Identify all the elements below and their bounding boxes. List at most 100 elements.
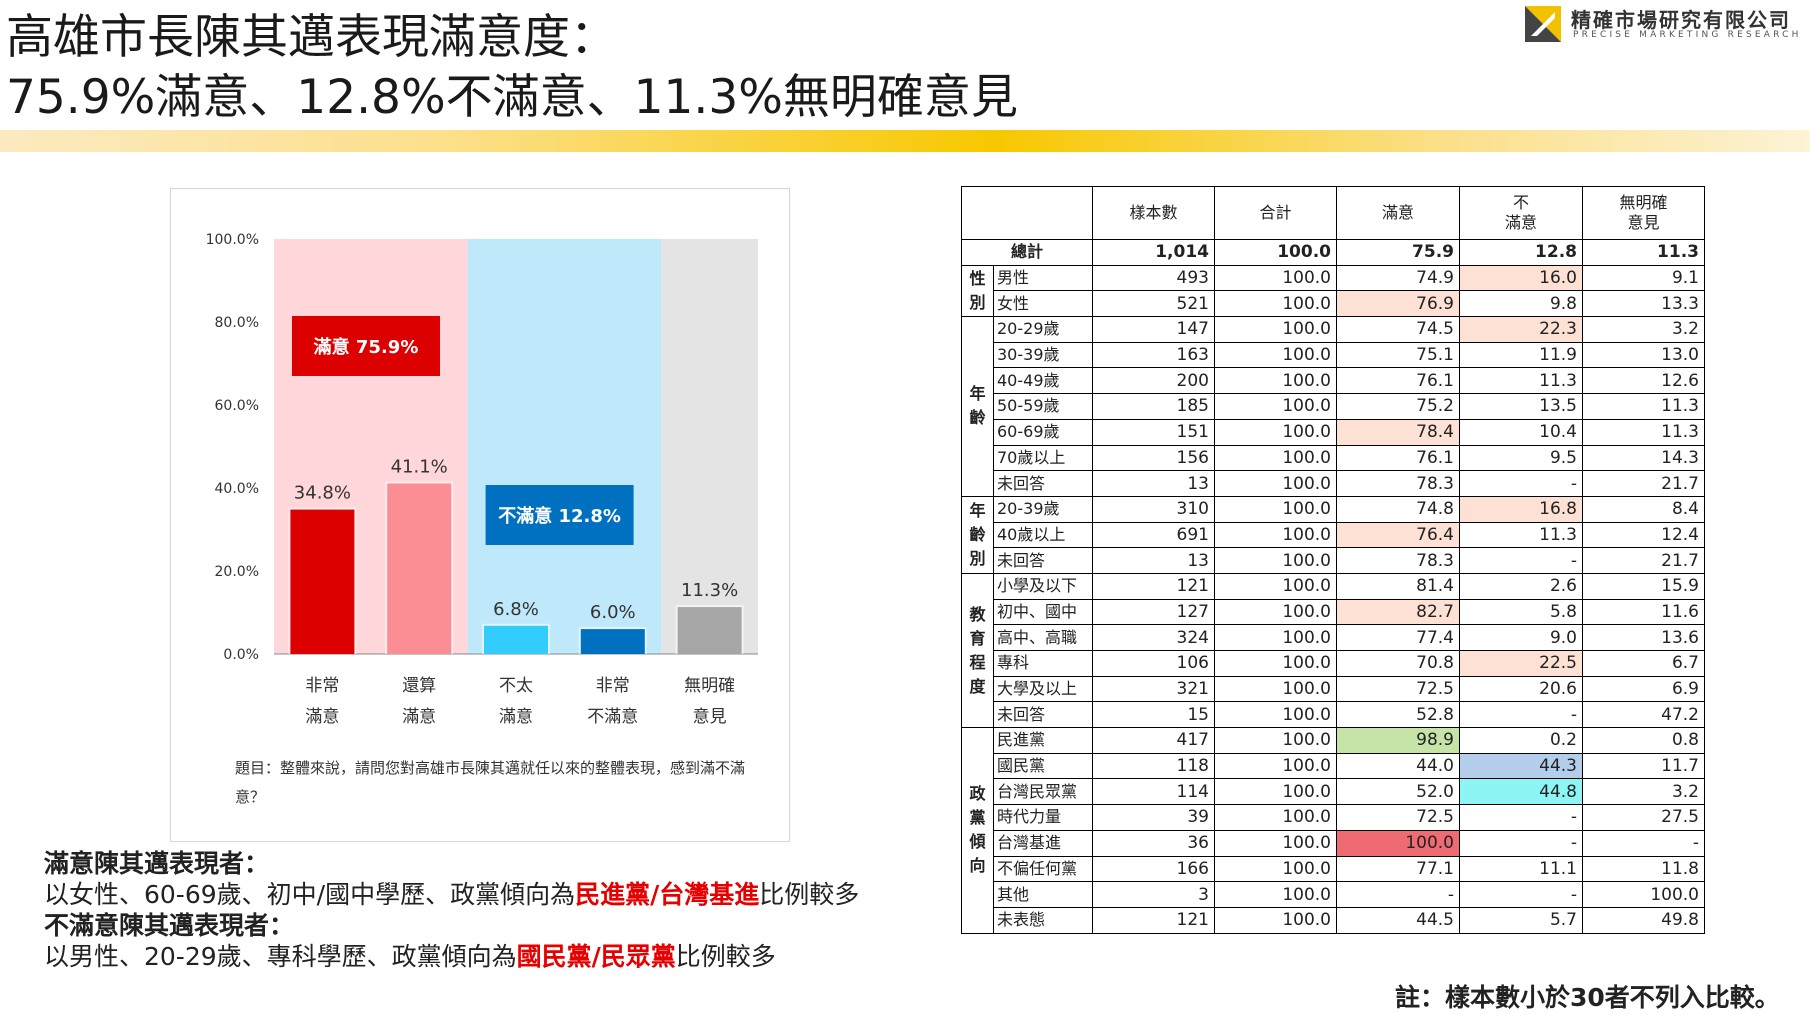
table-cell: 156 <box>1092 444 1215 472</box>
row-label: 未回答 <box>993 547 1093 574</box>
row-label: 民進黨 <box>993 727 1093 754</box>
x-tick-label: 滿意 <box>305 707 339 727</box>
table-cell: 118 <box>1092 752 1215 780</box>
row-label: 女性 <box>993 290 1093 318</box>
table-cell: 100.0 <box>1214 264 1337 292</box>
table-cell: 2.6 <box>1459 572 1583 600</box>
table-cell: 74.5 <box>1336 316 1460 343</box>
row-label: 未表態 <box>993 906 1093 934</box>
table-cell: 44.0 <box>1336 752 1460 780</box>
table-row: 教育程度小學及以下 121 100.0 81.4 2.6 15.9 <box>961 572 1705 729</box>
row-label: 專科 <box>993 650 1093 677</box>
row-label: 40歲以上 <box>993 521 1093 549</box>
table-cell: 11.3 <box>1459 521 1583 549</box>
table-cell: 13.5 <box>1459 393 1583 420</box>
table-cell: 11.7 <box>1582 752 1705 780</box>
table-cell: 98.9 <box>1336 727 1460 754</box>
table-cell: 9.8 <box>1459 290 1583 318</box>
table-cell: 521 <box>1092 290 1215 318</box>
table-cell: 75.9 <box>1336 239 1460 266</box>
table-cell: 100.0 <box>1214 624 1337 651</box>
group-label: 教育程度 <box>961 572 994 729</box>
survey-question: 題目：整體來說，請問您對高雄市長陳其邁就任以來的整體表現，感到滿不滿意？ <box>235 759 746 806</box>
table-header-row: 樣本數 合計 滿意 不滿意 無明確 意見 <box>961 186 1705 240</box>
table-cell: 22.3 <box>1459 316 1583 343</box>
table-row: 女性 521 100.0 76.9 9.8 13.3 <box>962 290 1705 318</box>
table-header-cell: 滿意 <box>1336 186 1460 240</box>
table-cell: 100.0 <box>1214 495 1337 523</box>
table-cell: 100.0 <box>1214 393 1337 420</box>
table-cell: 100.0 <box>1214 752 1337 780</box>
table-cell: 3.2 <box>1582 778 1705 806</box>
table-row: 時代力量 39 100.0 72.5-27.5 <box>962 804 1705 831</box>
table-cell: 127 <box>1092 598 1215 626</box>
table-row: 專科 106 100.0 70.8 22.5 6.7 <box>962 650 1705 677</box>
row-label: 台灣民眾黨 <box>993 778 1093 806</box>
table-row: 50-59歲 185 100.0 75.2 13.5 11.3 <box>962 393 1705 420</box>
data-label: 6.0% <box>590 602 636 623</box>
title-line-2: 75.9%滿意、12.8%不滿意、11.3%無明確意見 <box>6 70 1018 125</box>
dissatisfied-detail: 以男性、20-29歲、專科學歷、政黨傾向為國民黨/民眾黨比例較多 <box>44 941 859 972</box>
data-label: 6.8% <box>493 599 539 620</box>
table-row: 台灣民眾黨 114 100.0 52.0 44.8 3.2 <box>962 778 1705 806</box>
group-label-text: 滿意 75.9% <box>314 336 419 358</box>
bar-chart-panel: 0.0% 20.0% 40.0% 60.0% 80.0% 100.0% 34.8% 非常 滿意 4… <box>170 188 790 842</box>
table-cell: 78.3 <box>1336 547 1460 574</box>
table-cell: 6.7 <box>1582 650 1705 677</box>
table-cell: 75.1 <box>1336 341 1460 369</box>
row-label: 小學及以下 <box>993 572 1093 600</box>
table-cell: 77.1 <box>1336 855 1460 883</box>
table-cell: 100.0 <box>1214 881 1337 908</box>
data-label: 41.1% <box>391 456 448 477</box>
table-cell: 12.8 <box>1459 239 1583 266</box>
table-cell: 78.4 <box>1336 418 1460 446</box>
table-cell: 15.9 <box>1582 572 1705 600</box>
table-header-cell: 不滿意 <box>1459 186 1583 240</box>
table-cell: 691 <box>1092 521 1215 549</box>
table-cell: 39 <box>1092 804 1215 831</box>
bar <box>677 607 742 654</box>
table-cell: 100.0 <box>1336 829 1460 857</box>
table-cell: 100.0 <box>1214 804 1337 831</box>
table-cell: 13.0 <box>1582 341 1705 369</box>
x-tick-label: 無明確 <box>684 676 735 696</box>
table-cell: 21.7 <box>1582 547 1705 574</box>
row-label: 初中、國中 <box>993 598 1093 626</box>
row-label: 70歲以上 <box>993 444 1093 472</box>
table-cell: 0.8 <box>1582 727 1705 754</box>
satisfied-heading: 滿意陳其邁表現者： <box>44 849 270 878</box>
table-row: 其他 3 100.0- -100.0 <box>962 881 1705 908</box>
row-label: 台灣基進 <box>993 829 1093 857</box>
table-cell: 76.9 <box>1336 290 1460 318</box>
table-row: 30-39歲 163 100.0 75.1 11.9 13.0 <box>962 341 1705 369</box>
row-label: 20-39歲 <box>993 495 1093 523</box>
table-cell: 77.4 <box>1336 624 1460 651</box>
group-label: 政黨傾向 <box>961 727 994 934</box>
table-row: 大學及以上 321 100.0 72.5 20.6 6.9 <box>962 675 1705 703</box>
table-cell: - <box>1336 881 1460 908</box>
table-header-cell: 無明確 意見 <box>1582 186 1705 240</box>
table-header-cell: 合計 <box>1214 186 1337 240</box>
group-label: 性別 <box>961 264 994 318</box>
x-tick-label: 意見 <box>693 707 727 727</box>
row-label: 國民黨 <box>993 752 1093 780</box>
table-row-total: 總計 1,014 100.0 75.9 12.8 11.3 <box>961 239 1705 266</box>
table-cell: - <box>1582 829 1705 857</box>
table-cell: 147 <box>1092 316 1215 343</box>
table-cell: 12.4 <box>1582 521 1705 549</box>
row-label: 大學及以上 <box>993 675 1093 703</box>
table-row: 不偏任何黨 166 100.0 77.1 11.1 11.8 <box>962 855 1705 883</box>
table-cell: 100.0 <box>1214 341 1337 369</box>
table-cell: 76.1 <box>1336 444 1460 472</box>
logo-name: 精確市場研究有限公司 <box>1571 8 1791 32</box>
y-tick-label: 0.0% <box>223 647 259 663</box>
y-tick-label: 40.0% <box>215 481 259 497</box>
company-logo: 精確市場研究有限公司 PRECISE MARKETING RESEARCH <box>1525 4 1807 44</box>
table-row: 70歲以上 156 100.0 76.1 9.5 14.3 <box>962 444 1705 472</box>
table-cell: 100.0 <box>1214 906 1337 934</box>
table-cell: 100.0 <box>1214 316 1337 343</box>
title-line-1: 高雄市長陳其邁表現滿意度： <box>6 10 617 65</box>
row-label: 未回答 <box>993 701 1093 729</box>
title-divider-band <box>0 130 1810 152</box>
table-cell: 324 <box>1092 624 1215 651</box>
